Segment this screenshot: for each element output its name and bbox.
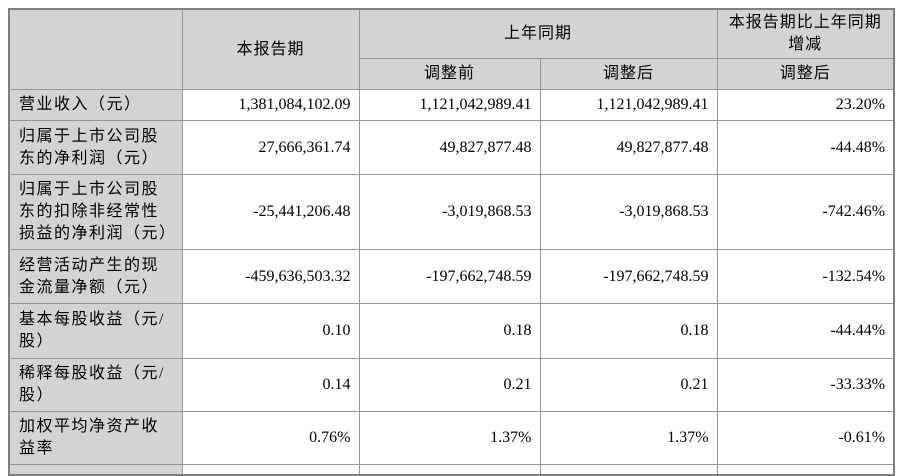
prior-after-value: -3,019,868.53 [539, 174, 718, 250]
change-value: -132.54% [716, 249, 895, 304]
prior-before-value: -197,662,748.59 [358, 249, 541, 304]
prior-after-value: 0.18 [539, 303, 718, 359]
prior-before-value: 1.37% [358, 411, 541, 465]
metric-row: 加权平均净资产收益率 0.76% 1.37% 1.37% -0.61% [8, 411, 895, 465]
current-period-value: 0.76% [181, 411, 360, 465]
change-value: -44.44% [716, 303, 895, 359]
metric-row: 稀释每股收益（元/股） 0.14 0.21 0.21 -33.33% [8, 358, 895, 412]
prior-after-value: 49,827,877.48 [539, 120, 718, 175]
metric-row: 经营活动产生的现金流量净额（元） -459,636,503.32 -197,662,… [8, 249, 895, 304]
metric-row: 基本每股收益（元/股） 0.10 0.18 0.18 -44.44% [8, 303, 895, 359]
financial-summary-table: 本报告期 上年同期 本报告期比上年同期增减 调整前 调整后 调整后 营业收入（元… [8, 8, 896, 476]
prior-before-value: 49,827,877.48 [358, 120, 541, 175]
header-row-1: 本报告期 上年同期 本报告期比上年同期增减 [8, 8, 895, 90]
subheader-before-adjustment: 调整前 [358, 58, 541, 90]
subheader-change-after-adjustment: 调整后 [716, 58, 895, 90]
prior-after-value: 1.37% [539, 411, 718, 465]
metric-label: 营业收入（元） [8, 89, 183, 121]
prior-before-value: 0.18 [358, 303, 541, 359]
current-period-value: 0.14 [181, 358, 360, 412]
metric-label: 稀释每股收益（元/股） [8, 358, 183, 412]
metric-label: 经营活动产生的现金流量净额（元） [8, 249, 183, 304]
prior-after-value [539, 464, 718, 475]
prior-before-value: 0.21 [358, 358, 541, 412]
metric-label: 加权平均净资产收益率 [8, 411, 183, 465]
change-value [716, 464, 895, 475]
header-prior-period: 上年同期 [358, 8, 718, 59]
clipped-partial-row [8, 464, 895, 475]
metric-row: 归属于上市公司股东的扣除非经常性损益的净利润（元） -25,441,206.48-… [8, 174, 895, 250]
header-row-2: 调整前 调整后 调整后 [9, 58, 895, 90]
prior-before-value: -3,019,868.53 [358, 174, 541, 250]
header-corner-cell [8, 8, 183, 90]
metric-label: 基本每股收益（元/股） [8, 303, 183, 359]
metric-row: 归属于上市公司股东的净利润（元） 27,666,361.74 49,827,877.… [8, 120, 895, 175]
table-body: 营业收入（元） 1,381,084,102.09 1,121,042,989.41 1… [8, 89, 895, 465]
current-period-value: -25,441,206.48 [181, 174, 360, 250]
metric-label: 归属于上市公司股东的净利润（元） [8, 120, 183, 175]
prior-before-value: 1,121,042,989.41 [358, 89, 541, 121]
current-period-value: 1,381,084,102.09 [181, 89, 360, 121]
table-header-group: 本报告期 上年同期 本报告期比上年同期增减 调整前 调整后 调整后 [8, 8, 895, 90]
metric-label: 归属于上市公司股东的扣除非经常性损益的净利润（元） [8, 174, 183, 250]
change-value: 23.20% [716, 89, 895, 121]
change-value: -0.61% [716, 411, 895, 465]
metric-row: 营业收入（元） 1,381,084,102.09 1,121,042,989.41 1… [8, 89, 895, 121]
header-current-period: 本报告期 [181, 8, 360, 90]
change-value: -33.33% [716, 358, 895, 412]
current-period-value: -459,636,503.32 [181, 249, 360, 304]
current-period-value [181, 464, 360, 475]
current-period-value: 27,666,361.74 [181, 120, 360, 175]
prior-after-value: 1,121,042,989.41 [539, 89, 718, 121]
metric-label [8, 464, 183, 475]
header-change-title: 本报告期比上年同期增减 [716, 8, 895, 59]
prior-after-value: -197,662,748.59 [539, 249, 718, 304]
prior-after-value: 0.21 [539, 358, 718, 412]
prior-before-value [358, 464, 541, 475]
change-value: -44.48% [716, 120, 895, 175]
change-value: -742.46% [716, 174, 895, 250]
subheader-after-adjustment: 调整后 [539, 58, 718, 90]
current-period-value: 0.10 [181, 303, 360, 359]
